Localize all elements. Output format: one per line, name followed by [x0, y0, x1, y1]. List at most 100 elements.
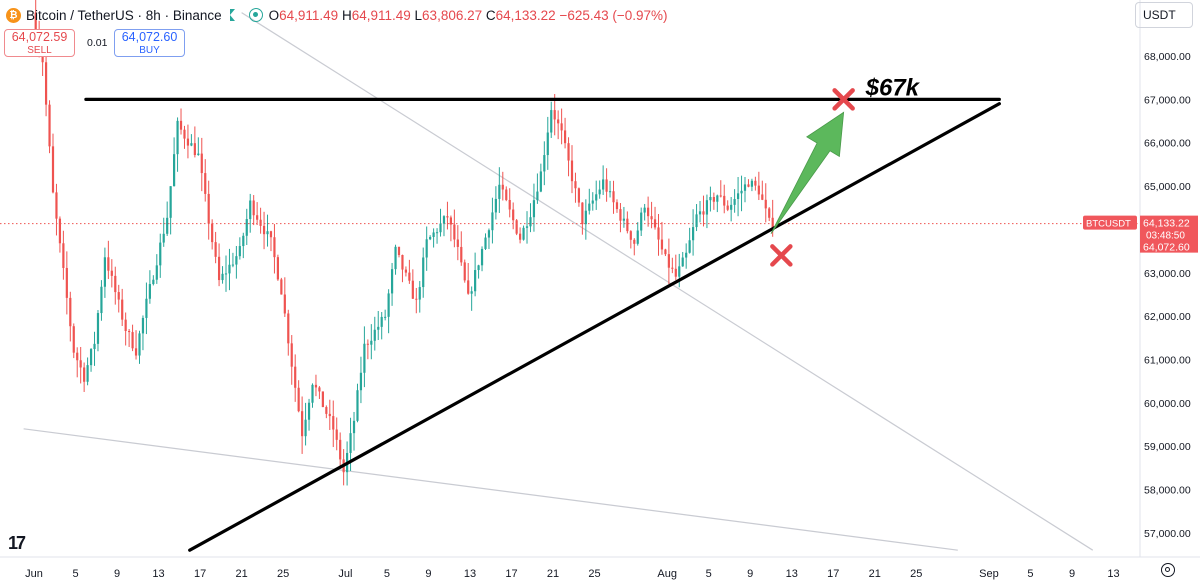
- candle: [110, 259, 113, 288]
- candle-body: [193, 143, 196, 156]
- candle-body: [456, 239, 459, 247]
- symbol-title[interactable]: Bitcoin / TetherUS · 8h · Binance: [26, 7, 222, 23]
- symbol-badge-text: BTCUSDT: [1086, 219, 1131, 230]
- candle-body: [134, 348, 138, 356]
- visibility-icon[interactable]: [248, 8, 263, 22]
- candle: [581, 202, 584, 235]
- candle: [643, 203, 646, 221]
- candle: [107, 240, 110, 280]
- candle-body: [467, 280, 470, 294]
- candle-body: [328, 413, 331, 417]
- x-tick-label: 25: [277, 568, 289, 580]
- candle-body: [96, 313, 100, 344]
- candle: [435, 228, 439, 244]
- candle: [259, 207, 262, 234]
- candle: [498, 167, 501, 213]
- candle-body: [276, 257, 279, 280]
- candle: [176, 117, 179, 172]
- currency-selector[interactable]: USDT: [1135, 2, 1193, 28]
- candle: [567, 137, 570, 177]
- settings-icon[interactable]: [1161, 563, 1175, 577]
- candle-body: [411, 280, 414, 299]
- symbol-badge-bg: [1083, 215, 1137, 230]
- candle: [287, 309, 290, 356]
- candle: [747, 179, 750, 188]
- candle-body: [131, 332, 134, 349]
- candle: [276, 254, 279, 281]
- candle: [626, 211, 629, 234]
- candle: [463, 259, 466, 283]
- candle: [186, 124, 190, 159]
- sell-button[interactable]: 64,072.59 SELL: [4, 29, 75, 57]
- candle-body: [761, 194, 764, 200]
- candle: [660, 221, 664, 255]
- candle-body: [259, 219, 262, 226]
- buy-button[interactable]: 64,072.60 BUY: [114, 29, 185, 57]
- candle-body: [553, 110, 556, 120]
- candle-body: [591, 200, 594, 204]
- y-tick-label: 58,000.00: [1144, 485, 1191, 497]
- candle-body: [72, 326, 75, 353]
- candle-body: [484, 237, 487, 249]
- candle-body: [224, 273, 228, 275]
- y-tick-label: 66,000.00: [1144, 138, 1191, 150]
- candle: [653, 206, 657, 230]
- candle-body: [633, 239, 636, 244]
- candle-body: [373, 329, 376, 341]
- flag-icon[interactable]: [229, 9, 235, 21]
- candle-body: [307, 402, 311, 420]
- candle: [148, 270, 151, 304]
- candle: [83, 362, 86, 392]
- candle: [352, 411, 356, 451]
- x-tick-label: 13: [786, 568, 798, 580]
- candle-body: [626, 218, 629, 232]
- tradingview-logo-icon[interactable]: 17: [8, 533, 26, 553]
- candle-body: [332, 416, 335, 430]
- candle-body: [366, 343, 369, 345]
- candle-body: [474, 270, 477, 292]
- candle: [55, 183, 58, 236]
- candle-body: [550, 110, 553, 133]
- ohlc-values: O64,911.49 H64,911.49 L63,806.27 C64,133…: [268, 7, 668, 23]
- candle-body: [605, 179, 608, 192]
- candle: [190, 134, 193, 147]
- candle: [217, 243, 221, 287]
- candle: [640, 207, 643, 237]
- candle-body: [356, 390, 359, 421]
- candle: [768, 207, 771, 222]
- candle-body: [190, 143, 193, 146]
- bitcoin-icon: ₿: [6, 7, 21, 23]
- x-tick-label: 21: [547, 568, 559, 580]
- candle-body: [48, 104, 51, 147]
- candle-body: [688, 240, 691, 253]
- x-tick-label: Jun: [25, 568, 43, 580]
- candle: [262, 211, 266, 250]
- candle: [470, 286, 473, 311]
- candle-body: [380, 316, 383, 327]
- candle: [515, 219, 518, 236]
- candle: [301, 396, 304, 454]
- x-tick-label: 17: [827, 568, 839, 580]
- candle: [58, 216, 62, 253]
- candle-body: [321, 391, 324, 408]
- candle: [563, 117, 567, 149]
- candle-body: [422, 257, 425, 288]
- candle-body: [505, 189, 508, 200]
- candle-body: [446, 216, 449, 218]
- candle-body: [764, 199, 767, 209]
- candle-body: [207, 193, 210, 224]
- candle-body: [397, 246, 401, 256]
- candle: [657, 214, 660, 256]
- candle: [429, 235, 432, 241]
- candle: [235, 246, 238, 279]
- candle: [723, 184, 726, 214]
- candle: [508, 188, 511, 218]
- candle: [411, 269, 414, 300]
- candle-body: [498, 184, 501, 199]
- candle-body: [325, 407, 328, 414]
- candle-body: [653, 219, 657, 228]
- x-tick-label: Aug: [657, 568, 677, 580]
